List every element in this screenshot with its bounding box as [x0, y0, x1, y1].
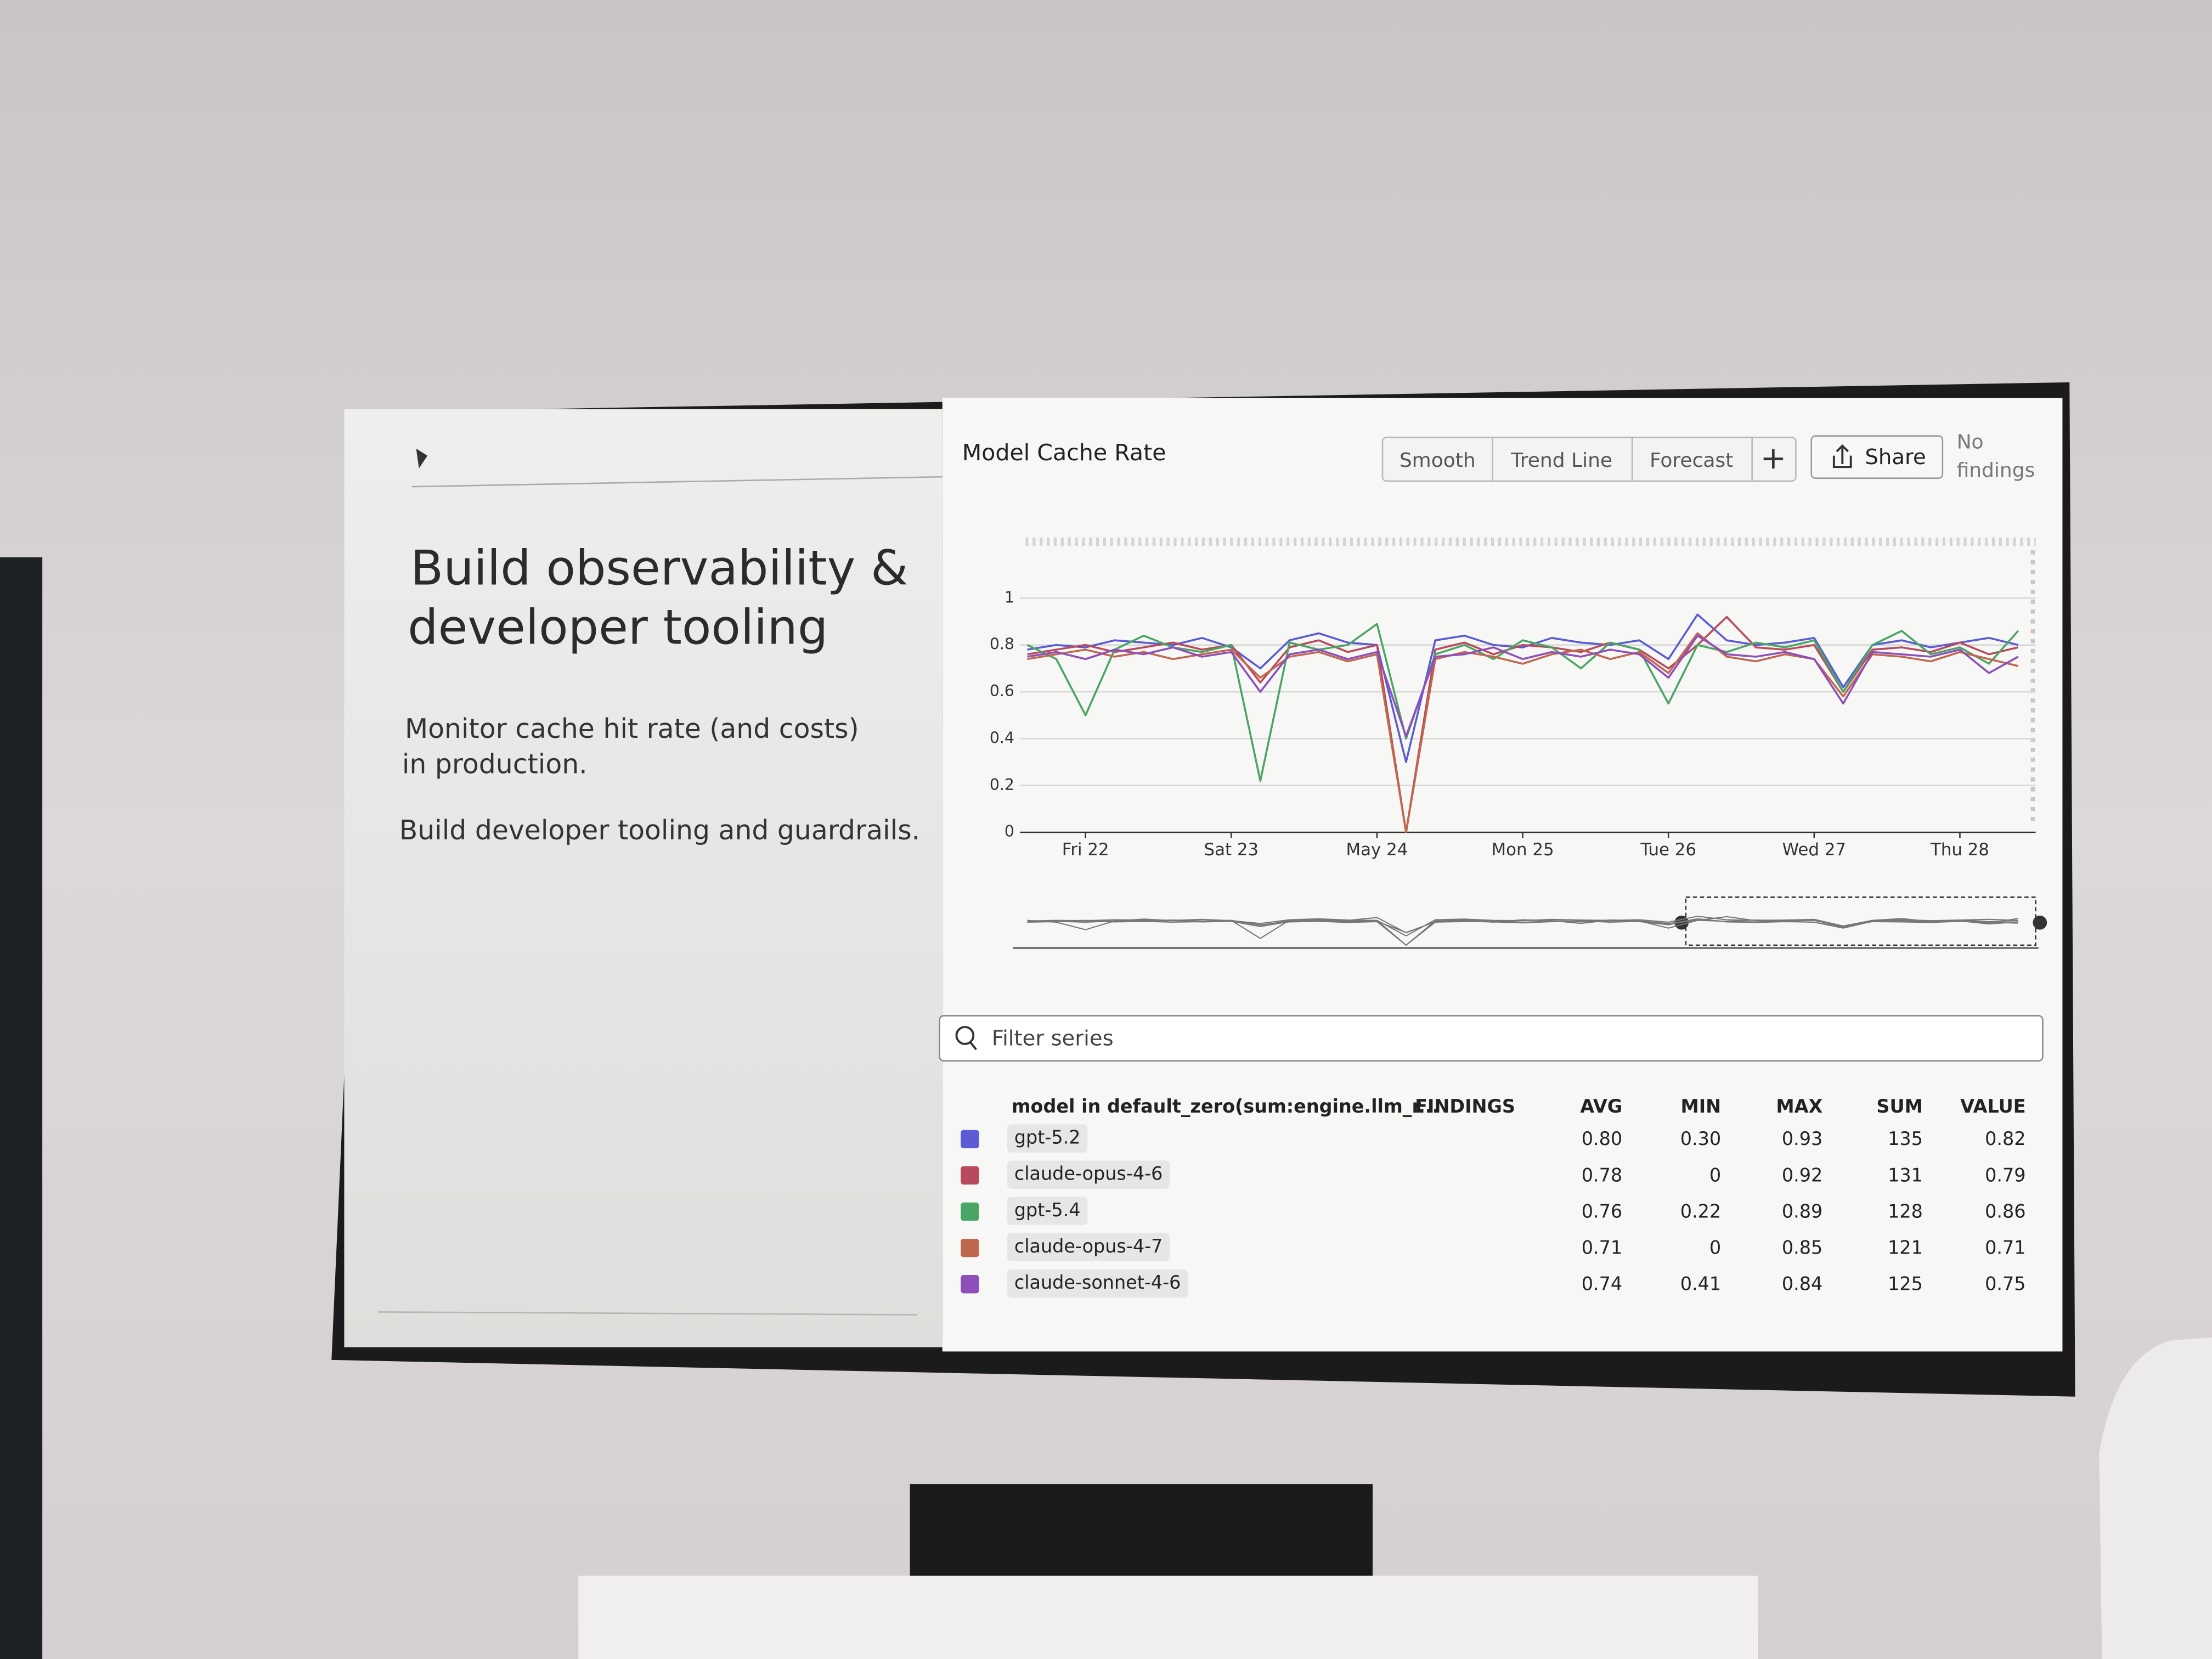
projector — [910, 1484, 1373, 1589]
slide-title: developer tooling — [408, 599, 828, 655]
x-tick-label: Fri 22 — [1062, 840, 1109, 860]
column-header: AVG — [1580, 1096, 1622, 1117]
x-tick-label: Tue 26 — [1640, 840, 1696, 860]
series-name[interactable]: claude-opus-4-7 — [1014, 1235, 1163, 1257]
side-panel — [0, 557, 43, 1659]
cell: 0 — [1709, 1164, 1721, 1186]
cell: 0.71 — [1582, 1237, 1622, 1258]
add-button[interactable]: + — [1760, 440, 1786, 476]
cell: 0.85 — [1782, 1237, 1822, 1258]
logo — [416, 448, 428, 469]
search-icon — [955, 1026, 975, 1045]
x-tick-label: Thu 28 — [1930, 840, 1989, 860]
series-swatch — [961, 1202, 979, 1221]
cell: 0.74 — [1582, 1273, 1622, 1295]
x-tick-label: May 24 — [1346, 840, 1408, 860]
column-header: VALUE — [1960, 1096, 2025, 1117]
slide-body: Monitor cache hit rate (and costs) — [405, 713, 859, 744]
search-icon — [969, 1042, 977, 1051]
slide-right — [942, 398, 2063, 1352]
cell: 0.80 — [1582, 1128, 1622, 1149]
series-chip[interactable] — [1007, 1160, 1170, 1189]
cell: 0.30 — [1680, 1128, 1721, 1149]
button-group — [1381, 436, 1797, 482]
y-tick-label: 0.8 — [990, 635, 1014, 653]
column-header: MIN — [1681, 1096, 1722, 1117]
cell: 0.78 — [1582, 1164, 1622, 1186]
selection-handle[interactable] — [2033, 915, 2047, 930]
series-line — [1027, 632, 2019, 833]
series-name[interactable]: gpt-5.4 — [1014, 1199, 1081, 1221]
cabinet — [578, 1576, 1758, 1659]
cell: 0.22 — [1680, 1200, 1721, 1222]
x-tick-label: Mon 25 — [1492, 840, 1554, 860]
y-tick-label: 0.2 — [990, 776, 1014, 794]
divider — [378, 1311, 917, 1316]
filter-input[interactable] — [939, 1015, 2044, 1062]
series-name[interactable]: claude-opus-4-6 — [1014, 1163, 1163, 1184]
series-name[interactable]: claude-sonnet-4-6 — [1014, 1272, 1181, 1293]
column-header: MAX — [1776, 1096, 1822, 1117]
cell: 0.75 — [1985, 1273, 2025, 1295]
cell: 0.82 — [1985, 1128, 2025, 1149]
forecast-button[interactable]: Forecast — [1650, 449, 1733, 472]
series-swatch — [961, 1130, 979, 1149]
slide-body: Build developer tooling and guardrails. — [399, 815, 920, 846]
cell: 0 — [1709, 1237, 1721, 1258]
column-header: model in default_zero(sum:engine.llm_r..… — [1012, 1096, 1440, 1117]
cell: 0.89 — [1782, 1200, 1822, 1222]
filter-placeholder[interactable]: Filter series — [992, 1026, 1114, 1051]
chair — [2099, 1337, 2212, 1659]
share-label[interactable]: Share — [1865, 445, 1926, 470]
overview-line — [1027, 918, 2018, 933]
series-line — [1026, 623, 2019, 782]
cell: 131 — [1888, 1164, 1923, 1186]
series-table: model in default_zero(sum:engine.llm_r..… — [961, 1096, 2026, 1298]
cell: 0.41 — [1680, 1273, 1721, 1295]
y-tick-label: 0.4 — [990, 729, 1014, 747]
cell: 0.86 — [1985, 1200, 2025, 1222]
findings-label[interactable]: No — [1957, 431, 1984, 453]
cell: 135 — [1888, 1128, 1923, 1149]
cell: 121 — [1888, 1237, 1923, 1258]
y-tick-label: 0 — [1005, 822, 1014, 840]
series-line — [1027, 634, 2019, 737]
cell: 0.71 — [1985, 1237, 2025, 1258]
cell: 0.92 — [1782, 1164, 1822, 1186]
slide-body: in production. — [402, 748, 588, 780]
series-name[interactable]: gpt-5.2 — [1014, 1127, 1081, 1148]
series-swatch — [961, 1275, 979, 1294]
y-tick-label: 1 — [1005, 588, 1014, 606]
trend-line-button[interactable]: Trend Line — [1510, 449, 1612, 472]
x-tick-label: Wed 27 — [1782, 840, 1846, 860]
cell: 125 — [1888, 1273, 1923, 1295]
series-chip[interactable] — [1007, 1197, 1088, 1226]
cell: 0.79 — [1985, 1164, 2025, 1186]
y-tick-label: 0.6 — [990, 682, 1014, 700]
cell: 0.76 — [1582, 1200, 1622, 1222]
cell: 128 — [1888, 1200, 1923, 1222]
share-icon — [1832, 444, 1852, 469]
series-line — [1027, 613, 2019, 763]
series-chip[interactable] — [1007, 1124, 1088, 1153]
x-tick-label: Sat 23 — [1204, 840, 1259, 860]
findings-label[interactable]: findings — [1957, 459, 2035, 482]
chart-title: Model Cache Rate — [962, 439, 1166, 466]
cell: 0.93 — [1782, 1128, 1822, 1149]
slide-left — [344, 409, 943, 1347]
series-chip[interactable] — [1007, 1233, 1170, 1262]
series-chip[interactable] — [1007, 1269, 1188, 1298]
column-header: SUM — [1876, 1096, 1922, 1117]
series-swatch — [961, 1238, 979, 1257]
slide-title: Build observability & — [410, 540, 908, 596]
column-header: FINDINGS — [1415, 1096, 1515, 1117]
smooth-button[interactable]: Smooth — [1400, 449, 1476, 472]
series-swatch — [961, 1166, 979, 1185]
divider — [411, 476, 943, 488]
cell: 0.84 — [1782, 1273, 1822, 1295]
